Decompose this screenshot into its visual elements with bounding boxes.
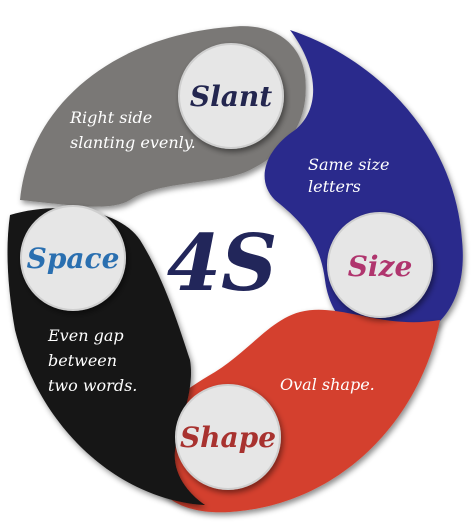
slant-description-line-1: Right side bbox=[69, 108, 152, 127]
shape-description-line-1: Oval shape. bbox=[280, 375, 375, 394]
size-description-line-2: letters bbox=[308, 177, 361, 196]
space-description-line-2: between bbox=[48, 351, 117, 370]
size-description-line-1: Same size bbox=[308, 155, 389, 174]
size-title: Size bbox=[348, 250, 413, 283]
shape-title: Shape bbox=[180, 421, 276, 454]
center-label: 4S bbox=[167, 218, 278, 309]
space-description-line-1: Even gap bbox=[47, 326, 124, 345]
circle-space bbox=[20, 205, 126, 311]
space-description-line-3: two words. bbox=[48, 376, 137, 395]
circle-size bbox=[327, 212, 433, 318]
circle-shape bbox=[175, 384, 281, 490]
circle-slant bbox=[178, 43, 284, 149]
slant-description-line-2: slanting evenly. bbox=[70, 133, 196, 152]
slant-title: Slant bbox=[190, 80, 272, 113]
space-title: Space bbox=[27, 242, 120, 275]
